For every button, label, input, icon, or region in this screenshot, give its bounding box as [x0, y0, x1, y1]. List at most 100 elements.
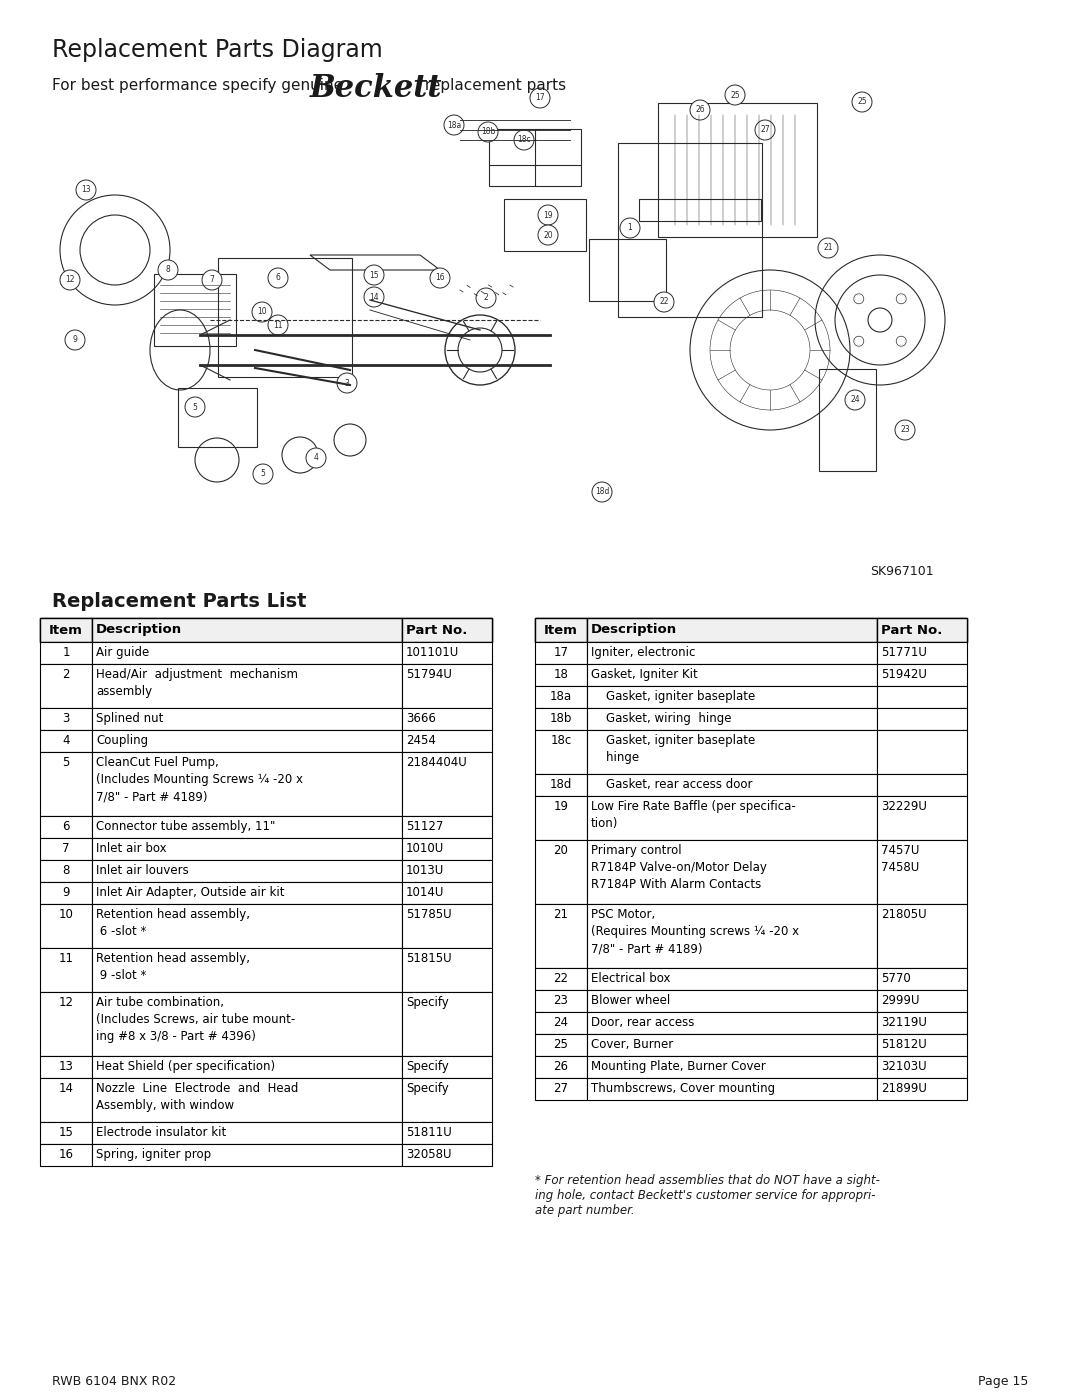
Text: 51785U: 51785U — [406, 908, 451, 921]
Text: 4: 4 — [313, 454, 319, 462]
Text: Replacement Parts Diagram: Replacement Parts Diagram — [52, 38, 382, 61]
Bar — [588, 731, 877, 774]
Circle shape — [337, 373, 357, 393]
Text: 26: 26 — [554, 1060, 568, 1073]
Bar — [588, 840, 877, 904]
Text: Connector tube assembly, 11": Connector tube assembly, 11" — [96, 820, 275, 833]
Bar — [588, 1011, 877, 1034]
Text: 32119U: 32119U — [881, 1016, 927, 1030]
Text: 18a: 18a — [550, 690, 572, 703]
Text: 12: 12 — [65, 275, 75, 285]
Circle shape — [65, 330, 85, 351]
Text: 21805U: 21805U — [881, 908, 927, 921]
Bar — [535, 774, 588, 796]
Text: 8: 8 — [63, 863, 70, 877]
Circle shape — [202, 270, 222, 291]
Bar — [402, 708, 492, 731]
Bar — [92, 904, 402, 949]
Text: 23: 23 — [901, 426, 909, 434]
Text: 12: 12 — [58, 996, 73, 1009]
Circle shape — [252, 302, 272, 321]
Text: Specify: Specify — [406, 1083, 449, 1095]
Bar — [588, 1034, 877, 1056]
Text: 10: 10 — [257, 307, 267, 317]
Text: 7: 7 — [63, 842, 70, 855]
Bar — [40, 949, 92, 992]
Bar — [877, 840, 967, 904]
Circle shape — [620, 218, 640, 237]
Bar — [535, 686, 588, 708]
Bar — [535, 840, 588, 904]
Text: 15: 15 — [369, 271, 379, 279]
Bar — [588, 796, 877, 840]
Bar — [92, 664, 402, 708]
Bar — [535, 1056, 588, 1078]
Text: Mounting Plate, Burner Cover: Mounting Plate, Burner Cover — [591, 1060, 766, 1073]
Bar — [588, 643, 877, 664]
Bar — [92, 949, 402, 992]
Bar — [92, 992, 402, 1056]
Text: Heat Shield (per specification): Heat Shield (per specification) — [96, 1060, 275, 1073]
Bar — [402, 1078, 492, 1122]
Text: Gasket, Igniter Kit: Gasket, Igniter Kit — [591, 668, 698, 680]
Text: 32103U: 32103U — [881, 1060, 927, 1073]
Text: 24: 24 — [554, 1016, 568, 1030]
Bar — [877, 708, 967, 731]
Circle shape — [76, 180, 96, 200]
Text: 101101U: 101101U — [406, 645, 459, 659]
Bar — [402, 731, 492, 752]
Text: replacement parts: replacement parts — [420, 78, 566, 94]
Bar — [535, 904, 588, 968]
Bar — [92, 1056, 402, 1078]
Bar — [588, 968, 877, 990]
Text: For best performance specify genuine: For best performance specify genuine — [52, 78, 348, 94]
Text: Electrical box: Electrical box — [591, 972, 671, 985]
Circle shape — [185, 397, 205, 416]
Text: 13: 13 — [81, 186, 91, 194]
Text: 18d: 18d — [550, 778, 572, 791]
Text: 7457U
7458U: 7457U 7458U — [881, 844, 919, 875]
Text: 17: 17 — [554, 645, 568, 659]
Text: 3: 3 — [345, 379, 350, 387]
Circle shape — [364, 286, 384, 307]
Bar — [588, 774, 877, 796]
Text: Door, rear access: Door, rear access — [591, 1016, 694, 1030]
Text: 18c: 18c — [551, 733, 571, 747]
Text: 10: 10 — [58, 908, 73, 921]
Circle shape — [690, 101, 710, 120]
Text: 26: 26 — [696, 106, 705, 115]
Bar — [588, 664, 877, 686]
Text: 20: 20 — [554, 844, 568, 856]
Bar — [402, 861, 492, 882]
Text: 18a: 18a — [447, 120, 461, 130]
Bar — [535, 1011, 588, 1034]
Text: Air guide: Air guide — [96, 645, 149, 659]
Circle shape — [306, 448, 326, 468]
Bar — [92, 838, 402, 861]
Circle shape — [268, 268, 288, 288]
Text: Inlet air box: Inlet air box — [96, 842, 166, 855]
Text: 18: 18 — [554, 668, 568, 680]
Text: 18b: 18b — [481, 127, 496, 137]
Bar — [40, 861, 92, 882]
Text: 18b: 18b — [550, 712, 572, 725]
Bar — [40, 617, 492, 643]
Text: 8: 8 — [165, 265, 171, 274]
Circle shape — [654, 292, 674, 312]
Text: 14: 14 — [369, 292, 379, 302]
Text: 6: 6 — [275, 274, 281, 282]
Text: 20: 20 — [543, 231, 553, 239]
Bar — [92, 617, 402, 643]
Text: 51812U: 51812U — [881, 1038, 927, 1051]
Text: 19: 19 — [543, 211, 553, 219]
Circle shape — [852, 92, 872, 112]
Text: 2999U: 2999U — [881, 995, 919, 1007]
Bar — [92, 752, 402, 816]
Text: 21899U: 21899U — [881, 1083, 927, 1095]
Bar — [588, 1056, 877, 1078]
Text: Item: Item — [544, 623, 578, 637]
Text: Retention head assembly,
 9 -slot *: Retention head assembly, 9 -slot * — [96, 951, 249, 982]
Text: 51771U: 51771U — [881, 645, 927, 659]
Bar — [535, 796, 588, 840]
Bar — [535, 968, 588, 990]
